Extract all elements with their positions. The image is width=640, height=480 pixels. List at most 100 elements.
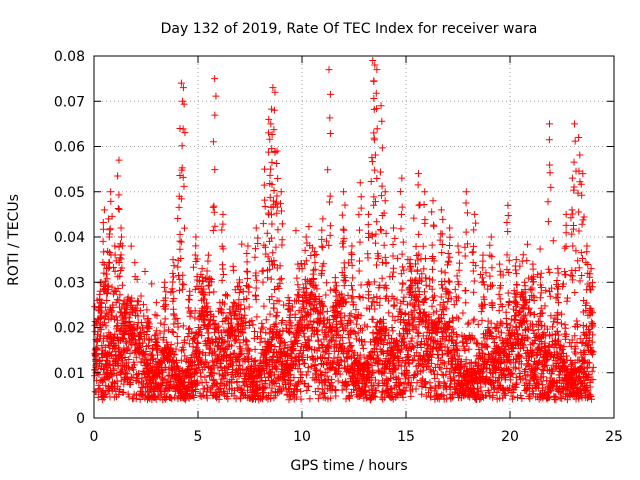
data-point [335, 310, 343, 318]
data-point [134, 297, 142, 305]
data-point [487, 233, 495, 241]
data-point [344, 380, 352, 388]
data-point [455, 315, 463, 323]
data-point [110, 366, 118, 374]
data-point [275, 297, 283, 305]
data-point [346, 343, 354, 351]
data-point [348, 294, 356, 302]
data-point [140, 312, 148, 320]
data-point [373, 351, 381, 359]
data-point [252, 284, 260, 292]
data-point [254, 332, 262, 340]
data-point [124, 293, 132, 301]
y-tick-label: 0.05 [54, 185, 85, 201]
data-point [181, 336, 189, 344]
data-point [371, 305, 379, 313]
data-point [524, 240, 532, 248]
data-point [419, 242, 427, 250]
data-point [544, 218, 552, 226]
data-point [367, 349, 375, 357]
data-point [198, 356, 206, 364]
data-point [190, 394, 198, 402]
data-point [297, 387, 305, 395]
data-point [546, 169, 554, 177]
data-point [252, 224, 260, 232]
data-point [139, 324, 147, 332]
data-point [371, 166, 379, 174]
data-point [378, 182, 386, 190]
data-point [468, 248, 476, 256]
data-point [118, 334, 126, 342]
data-point [339, 225, 347, 233]
data-point [99, 225, 107, 233]
data-point [114, 204, 122, 212]
data-point [244, 282, 252, 290]
data-point [370, 369, 378, 377]
data-point [169, 278, 177, 286]
data-point [137, 292, 145, 300]
data-point [529, 265, 537, 273]
data-point [236, 339, 244, 347]
data-point [588, 367, 596, 375]
data-point [295, 378, 303, 386]
data-point [222, 381, 230, 389]
data-point [377, 192, 385, 200]
data-point [251, 357, 259, 365]
data-point [265, 148, 273, 156]
data-point [561, 271, 569, 279]
data-point [115, 191, 123, 199]
data-point [422, 281, 430, 289]
data-point [243, 249, 251, 257]
data-point [325, 198, 333, 206]
data-point [342, 298, 350, 306]
data-point [567, 271, 575, 279]
data-point [315, 344, 323, 352]
data-point [319, 215, 327, 223]
data-point [370, 193, 378, 201]
y-axis-title: ROTI / TECUs [6, 194, 22, 286]
data-point [330, 354, 338, 362]
data-point [308, 244, 316, 252]
data-point [446, 224, 454, 232]
data-point [572, 350, 580, 358]
data-point [303, 386, 311, 394]
data-point [152, 395, 160, 403]
data-point [521, 282, 529, 290]
data-point [347, 318, 355, 326]
data-point [415, 201, 423, 209]
data-point [463, 209, 471, 217]
data-point [158, 367, 166, 375]
data-point [293, 386, 301, 394]
data-point [262, 329, 270, 337]
data-point [276, 382, 284, 390]
data-point [382, 258, 390, 266]
data-point [165, 383, 173, 391]
data-point [277, 200, 285, 208]
data-point [235, 282, 243, 290]
data-point [120, 388, 128, 396]
data-point [220, 338, 228, 346]
data-point [447, 395, 455, 403]
data-point [159, 368, 167, 376]
data-point [215, 322, 223, 330]
data-point [557, 320, 565, 328]
data-point [233, 315, 241, 323]
data-point [397, 211, 405, 219]
data-point [428, 265, 436, 273]
data-point [422, 274, 430, 282]
data-point [230, 349, 238, 357]
data-point [265, 129, 273, 137]
data-point [144, 323, 152, 331]
data-point [474, 320, 482, 328]
data-point [580, 347, 588, 355]
y-tick-label: 0 [76, 411, 85, 427]
data-point [209, 227, 217, 235]
data-point [247, 362, 255, 370]
data-point [153, 351, 161, 359]
data-point [341, 325, 349, 333]
data-point [295, 349, 303, 357]
data-point [414, 170, 422, 178]
data-point [194, 346, 202, 354]
data-point [220, 271, 228, 279]
data-point [219, 265, 227, 273]
